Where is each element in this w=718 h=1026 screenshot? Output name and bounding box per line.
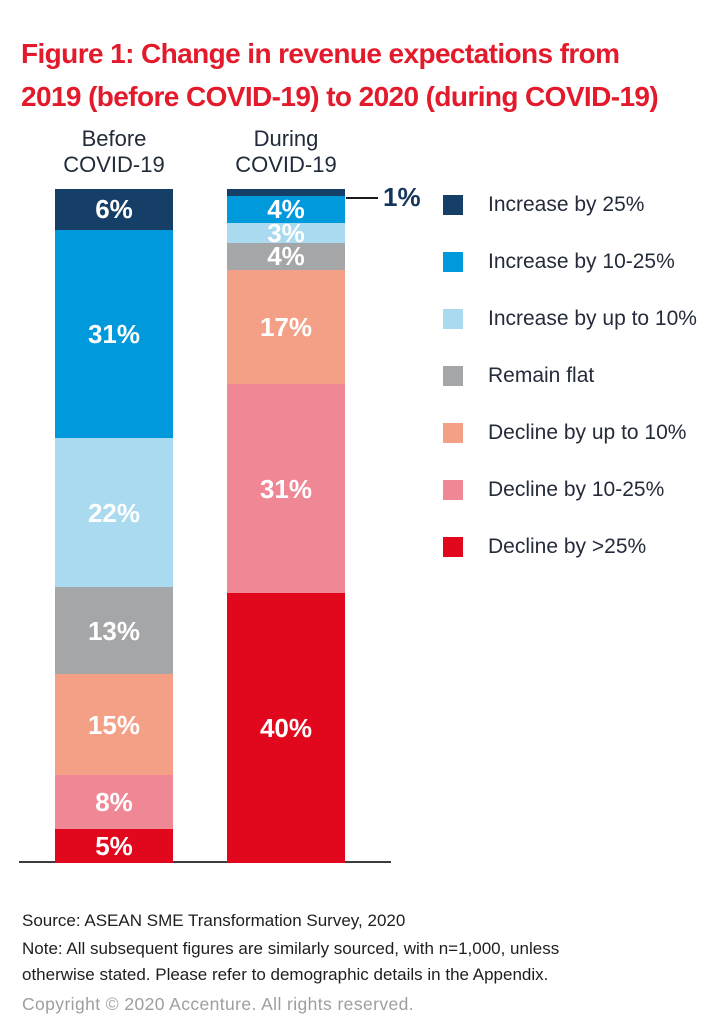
segment-value-label: 40% xyxy=(259,713,313,744)
legend-swatch-icon xyxy=(443,309,463,329)
callout-line xyxy=(346,197,378,199)
segment-during-covid-19-increase-by-25 xyxy=(227,189,345,196)
segment-during-covid-19-decline-by-up-to-10: 17% xyxy=(227,269,345,385)
segment-during-covid-19-increase-by-up-to-10: 3% xyxy=(227,217,345,248)
segment-value-label: 6% xyxy=(95,194,133,225)
segment-before-covid-19-increase-by-up-to-10: 22% xyxy=(55,438,173,587)
column-header-before-covid-19: Before COVID-19 xyxy=(63,126,165,177)
legend-swatch-icon xyxy=(443,366,463,386)
legend-item-decline-by-10-25: Decline by 10-25% xyxy=(443,478,697,501)
legend-item-decline-by-up-to-10: Decline by up to 10% xyxy=(443,421,697,444)
segment-value-label: 15% xyxy=(87,709,141,740)
column-header-during-covid-19: During COVID-19 xyxy=(235,126,337,177)
segment-before-covid-19-increase-by-10-25: 31% xyxy=(55,229,173,439)
bar-during-covid-19: 4% 3% 4% 17% 31% 40% xyxy=(227,189,345,863)
segment-value-label: 5% xyxy=(95,831,133,862)
legend-label: Decline by up to 10% xyxy=(488,421,687,444)
x-axis-baseline xyxy=(19,861,391,863)
chart-legend: Increase by 25% Increase by 10-25% Increas… xyxy=(443,193,697,558)
legend-swatch-icon xyxy=(443,252,463,272)
legend-item-increase-by-up-to-10: Increase by up to 10% xyxy=(443,307,697,330)
segment-during-covid-19-increase-by-10-25: 4% xyxy=(227,194,345,225)
segment-value-label: 13% xyxy=(87,615,141,646)
legend-label: Increase by up to 10% xyxy=(488,307,697,330)
segment-during-covid-19-decline-by-10-25: 31% xyxy=(227,384,345,594)
callout-label: 1% xyxy=(383,182,421,212)
legend-swatch-icon xyxy=(443,480,463,500)
segment-before-covid-19-decline-by-up-to-10: 15% xyxy=(55,674,173,776)
note-text: Note: All subsequent figures are similar… xyxy=(22,939,560,984)
legend-swatch-icon xyxy=(443,423,463,443)
figure-title: Figure 1: Change in revenue expectations… xyxy=(21,37,659,112)
copyright-text: Copyright © 2020 Accenture. All rights r… xyxy=(22,994,415,1014)
segment-value-label: 4% xyxy=(267,194,305,225)
legend-item-decline-by-25: Decline by >25% xyxy=(443,535,697,558)
legend-label: Decline by >25% xyxy=(488,535,647,558)
segment-before-covid-19-decline-by-10-25: 8% xyxy=(55,775,173,830)
legend-label: Remain flat xyxy=(488,364,595,387)
segment-value-label: 22% xyxy=(87,497,141,528)
legend-label: Decline by 10-25% xyxy=(488,478,665,501)
segment-during-covid-19-remain-flat: 4% xyxy=(227,241,345,272)
bar-before-covid-19: 6% 31% 22% 13% 15% 8% 5% xyxy=(55,189,173,863)
segment-value-label: 31% xyxy=(87,318,141,349)
legend-item-remain-flat: Remain flat xyxy=(443,364,697,387)
segment-value-label: 17% xyxy=(259,312,313,343)
segment-value-label: 3% xyxy=(267,217,305,248)
legend-swatch-icon xyxy=(443,537,463,557)
legend-item-increase-by-10-25: Increase by 10-25% xyxy=(443,250,697,273)
segment-before-covid-19-decline-by-25: 5% xyxy=(55,829,173,863)
segment-value-label: 4% xyxy=(267,241,305,272)
legend-label: Increase by 10-25% xyxy=(488,250,675,273)
legend-swatch-icon xyxy=(443,195,463,215)
segment-before-covid-19-remain-flat: 13% xyxy=(55,586,173,675)
segment-value-label: 8% xyxy=(95,787,133,818)
segment-value-label: 31% xyxy=(259,473,313,504)
legend-item-increase-by-25: Increase by 25% xyxy=(443,193,697,216)
segment-during-covid-19-decline-by-25: 40% xyxy=(227,593,345,863)
source-text: Source: ASEAN SME Transformation Survey,… xyxy=(22,911,406,930)
legend-label: Increase by 25% xyxy=(488,193,645,216)
segment-before-covid-19-increase-by-25: 6% xyxy=(55,189,173,230)
